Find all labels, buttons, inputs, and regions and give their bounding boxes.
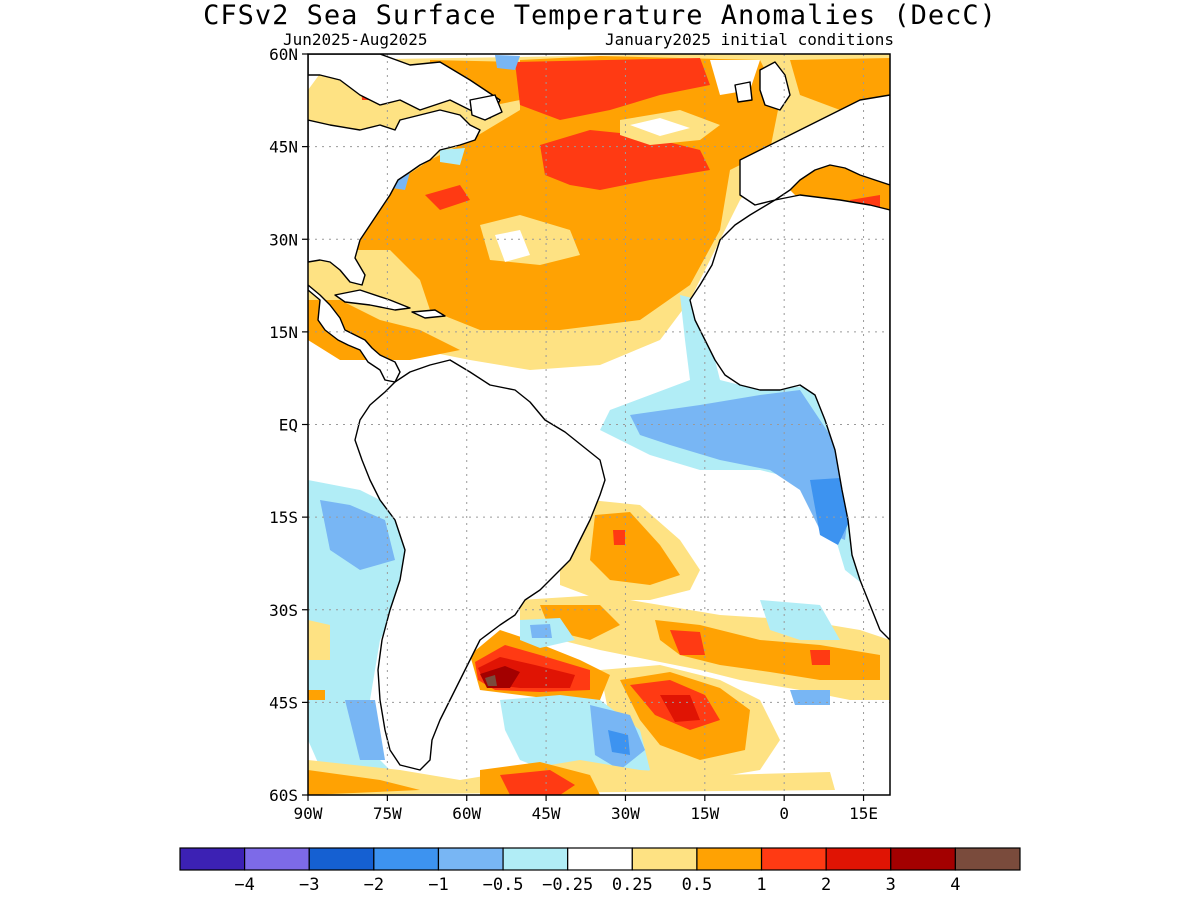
latitude-axis: 60N 45N 30N 15N EQ 15S 30S 45S 60S xyxy=(269,45,308,805)
colorbar-swatch xyxy=(760,847,827,871)
land-masses xyxy=(308,54,890,771)
lat-tick-label: 60S xyxy=(269,786,298,805)
colorbar-swatch xyxy=(954,847,1021,871)
colorbar-label: 1 xyxy=(756,875,766,895)
colorbar-swatch xyxy=(244,847,310,871)
colorbar-label: −2 xyxy=(364,875,384,895)
colorbar-swatch xyxy=(437,847,504,871)
colorbar-label: −0.25 xyxy=(542,875,593,895)
lat-tick-label: 30N xyxy=(269,230,298,249)
europe xyxy=(739,94,890,206)
colorbar-swatch xyxy=(373,847,440,871)
hispaniola xyxy=(411,309,446,319)
colorbar-swatch xyxy=(890,847,956,871)
colorbar-label: −1 xyxy=(428,875,448,895)
colorbar-label: 0.5 xyxy=(682,875,713,895)
lon-tick-label: 30W xyxy=(611,804,640,823)
lon-tick-label: 15W xyxy=(690,804,719,823)
lat-tick-label: 15N xyxy=(269,323,298,342)
colorbar-swatch xyxy=(502,847,569,871)
lat-tick-label: EQ xyxy=(279,416,298,435)
longitude-axis: 90W 75W 60W 45W 30W 15W 0 15E xyxy=(294,795,878,823)
lon-tick-label: 75W xyxy=(373,804,402,823)
cuba xyxy=(334,289,411,311)
great-britain xyxy=(759,61,791,111)
colorbar-label: 4 xyxy=(950,875,960,895)
lon-tick-label: 15E xyxy=(849,804,878,823)
lat-tick-label: 30S xyxy=(269,601,298,620)
lon-tick-label: 90W xyxy=(294,804,323,823)
colorbar: −4 −3 −2 −1 −0.5 −0.25 0.25 0.5 1 2 3 4 xyxy=(179,847,1021,895)
colorbar-label: 0.25 xyxy=(612,875,653,895)
lat-tick-label: 60N xyxy=(269,45,298,64)
lon-tick-label: 45W xyxy=(532,804,561,823)
map-title: CFSv2 Sea Surface Temperature Anomalies … xyxy=(203,0,997,31)
ireland xyxy=(734,81,753,103)
colorbar-swatch xyxy=(825,847,892,871)
colorbar-label: −0.5 xyxy=(483,875,524,895)
lat-tick-label: 45S xyxy=(269,693,298,712)
colorbar-label: 3 xyxy=(886,875,896,895)
colorbar-swatch xyxy=(308,847,375,871)
colorbar-swatch xyxy=(567,847,633,871)
central-america xyxy=(308,284,401,383)
lat-tick-label: 45N xyxy=(269,138,298,157)
colorbar-swatch xyxy=(179,847,246,871)
colorbar-label: −4 xyxy=(234,875,254,895)
initial-conditions: January2025 initial conditions xyxy=(605,30,894,49)
colorbar-swatch xyxy=(696,847,763,871)
labrador xyxy=(308,54,501,119)
lon-tick-label: 0 xyxy=(779,804,789,823)
gridlines xyxy=(308,54,890,795)
colorbar-swatch xyxy=(631,847,698,871)
lat-tick-label: 15S xyxy=(269,508,298,527)
lon-tick-label: 60W xyxy=(452,804,481,823)
colorbar-label: 2 xyxy=(821,875,831,895)
newfoundland xyxy=(469,94,503,121)
north-america xyxy=(308,109,481,286)
africa xyxy=(689,194,890,641)
colorbar-label: −3 xyxy=(299,875,319,895)
forecast-period: Jun2025-Aug2025 xyxy=(283,30,428,49)
